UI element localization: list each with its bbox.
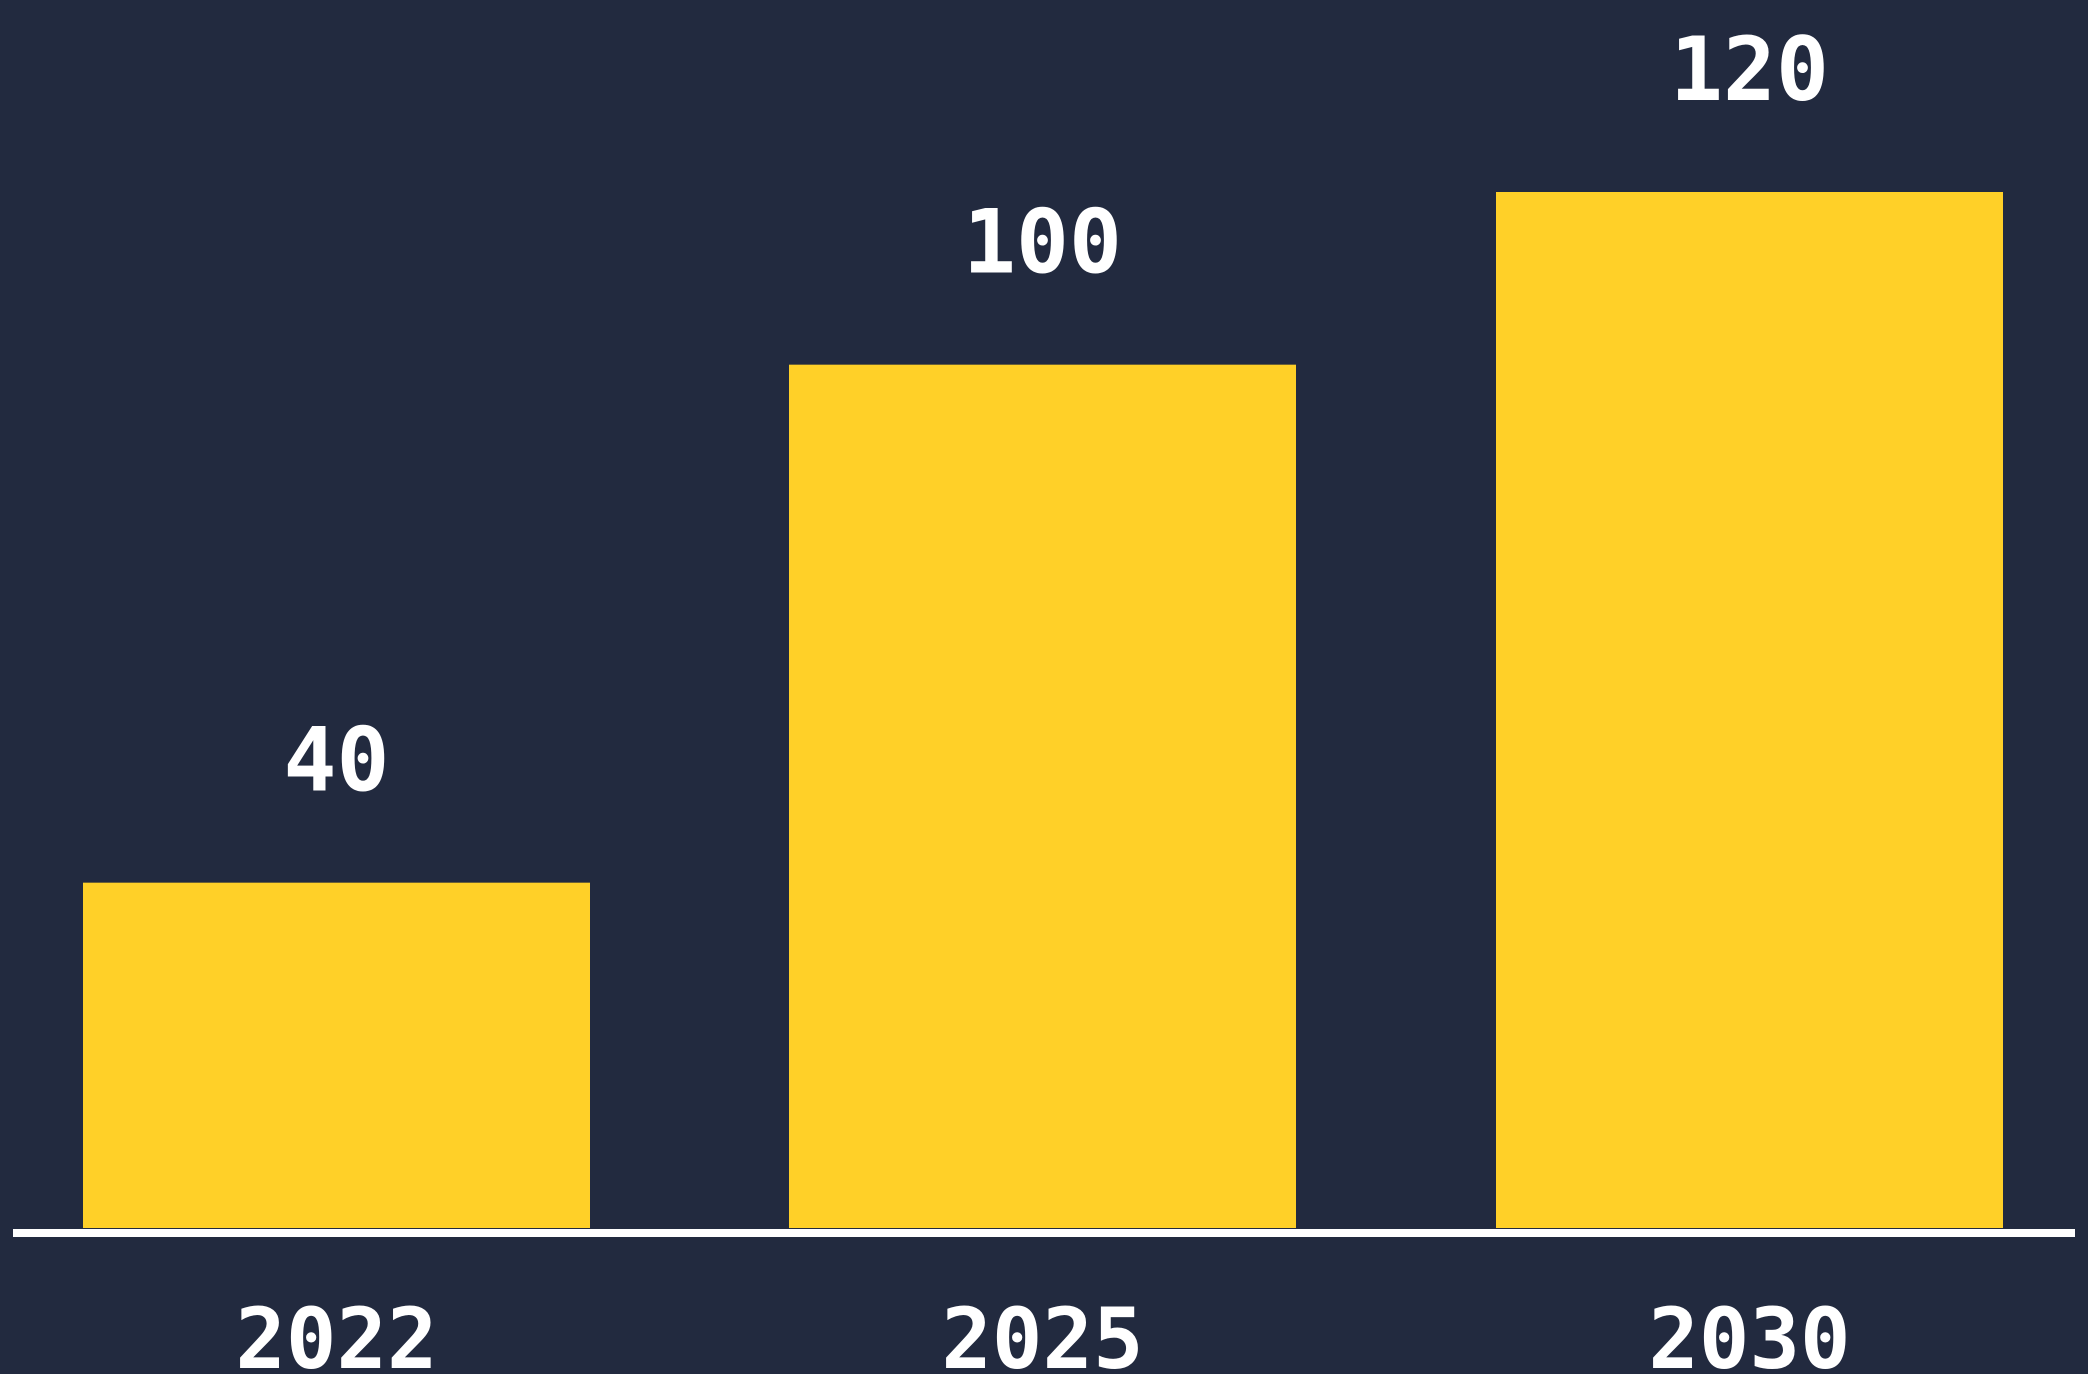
bars-group: [83, 192, 2003, 1229]
category-label-2030: 2030: [1648, 1290, 1850, 1374]
labels-group: 40 2022 100 2025 120 2030: [235, 18, 1850, 1374]
bar-2025: [789, 364, 1296, 1229]
category-label-2025: 2025: [941, 1290, 1143, 1374]
category-label-2022: 2022: [235, 1290, 437, 1374]
data-label-2025: 100: [963, 191, 1122, 294]
data-label-2022: 40: [284, 709, 390, 812]
bar-2030: [1496, 192, 2003, 1228]
bar-2022: [83, 882, 590, 1228]
data-label-2030: 120: [1670, 18, 1829, 121]
